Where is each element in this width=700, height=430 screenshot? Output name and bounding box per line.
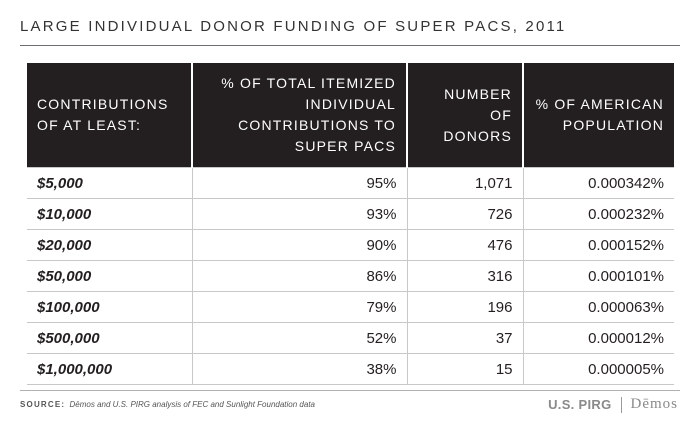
logo-separator <box>620 396 622 413</box>
cell-percent-population: 0.000232% <box>522 198 674 230</box>
cell-contribution: $500,000 <box>27 322 192 354</box>
source-note: SOURCE: Dēmos and U.S. PIRG analysis of … <box>20 400 315 409</box>
logo-bar: U.S. PIRG Dēmos <box>548 396 678 413</box>
table-row: $10,000 93% 726 0.000232% <box>27 198 674 230</box>
cell-donors: 316 <box>406 260 523 292</box>
header-number-donors: NUMBER OF DONORS <box>406 63 523 168</box>
cell-percent-population: 0.000012% <box>522 322 674 354</box>
header-contributions: CONTRIBUTIONS OF AT LEAST: <box>27 63 192 168</box>
source-label: SOURCE: <box>20 400 66 409</box>
cell-contribution: $50,000 <box>27 260 192 292</box>
cell-percent-population: 0.000342% <box>522 167 674 199</box>
table-row: $50,000 86% 316 0.000101% <box>27 260 674 292</box>
cell-donors: 1,071 <box>406 167 523 199</box>
cell-percent-population: 0.000005% <box>522 353 674 385</box>
header-percent-population: % OF AMERICAN POPULATION <box>522 63 674 168</box>
cell-donors: 196 <box>406 291 523 323</box>
cell-percent-population: 0.000063% <box>522 291 674 323</box>
cell-contribution: $5,000 <box>27 167 192 199</box>
cell-percent-total: 93% <box>191 198 407 230</box>
table-row: $500,000 52% 37 0.000012% <box>27 322 674 354</box>
table-header-row: CONTRIBUTIONS OF AT LEAST: % OF TOTAL IT… <box>27 63 674 168</box>
cell-donors: 726 <box>406 198 523 230</box>
table-row: $5,000 95% 1,071 0.000342% <box>27 167 674 199</box>
cell-percent-total: 38% <box>191 353 407 385</box>
cell-contribution: $1,000,000 <box>27 353 192 385</box>
cell-donors: 476 <box>406 229 523 261</box>
cell-contribution: $10,000 <box>27 198 192 230</box>
table-row: $20,000 90% 476 0.000152% <box>27 229 674 261</box>
footer-divider <box>20 390 680 391</box>
cell-percent-total: 86% <box>191 260 407 292</box>
table-row: $1,000,000 38% 15 0.000005% <box>27 353 674 385</box>
header-percent-total: % OF TOTAL ITEMIZED INDIVIDUAL CONTRIBUT… <box>191 63 407 168</box>
cell-contribution: $100,000 <box>27 291 192 323</box>
page-title: LARGE INDIVIDUAL DONOR FUNDING OF SUPER … <box>20 18 567 35</box>
donor-table: CONTRIBUTIONS OF AT LEAST: % OF TOTAL IT… <box>27 63 674 385</box>
cell-percent-total: 90% <box>191 229 407 261</box>
cell-contribution: $20,000 <box>27 229 192 261</box>
title-divider <box>20 45 680 46</box>
cell-percent-total: 95% <box>191 167 407 199</box>
cell-percent-population: 0.000101% <box>522 260 674 292</box>
cell-donors: 37 <box>406 322 523 354</box>
demos-logo: Dēmos <box>630 396 678 412</box>
cell-donors: 15 <box>406 353 523 385</box>
cell-percent-population: 0.000152% <box>522 229 674 261</box>
source-text: Dēmos and U.S. PIRG analysis of FEC and … <box>69 400 315 409</box>
cell-percent-total: 52% <box>191 322 407 354</box>
table-row: $100,000 79% 196 0.000063% <box>27 291 674 323</box>
us-pirg-logo: U.S. PIRG <box>548 397 612 412</box>
cell-percent-total: 79% <box>191 291 407 323</box>
